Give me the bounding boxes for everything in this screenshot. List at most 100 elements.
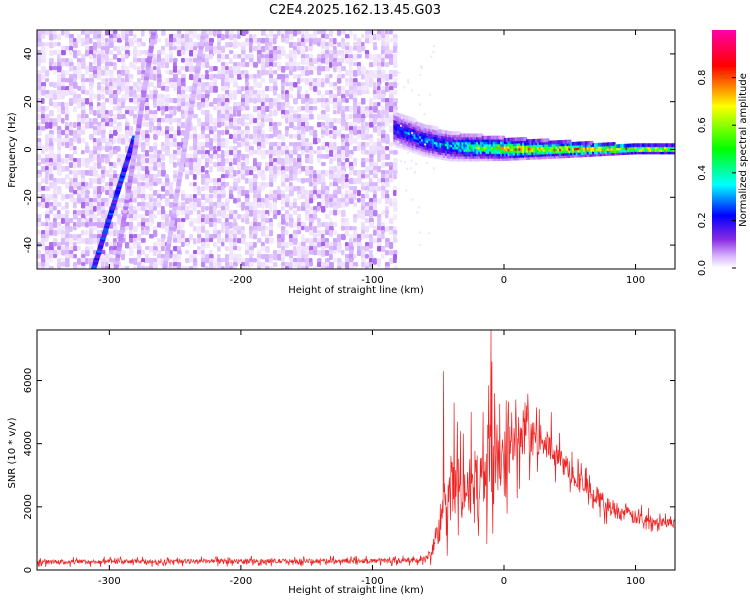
spectrogram-cell: [249, 222, 253, 227]
spectrogram-streak-cell: [140, 99, 146, 105]
spectrogram-cell: [201, 218, 205, 223]
spectrogram-cell: [133, 50, 138, 55]
spectrogram-cell: [185, 66, 189, 72]
spectrogram-cell: [61, 30, 65, 36]
spectrogram-cell: [381, 178, 386, 184]
spectrogram-cell: [141, 158, 146, 165]
spectrogram-cell: [61, 246, 66, 251]
spectrogram-cell: [65, 102, 69, 107]
spectrogram-cell: [419, 74, 422, 77]
spectrogram-cell: [237, 246, 242, 252]
spectrogram-cell: [305, 126, 309, 132]
spectrogram-cell: [297, 126, 301, 131]
spectrogram-cell: [149, 94, 154, 100]
spectrogram-cell: [221, 54, 226, 60]
spectrogram-cell: [209, 198, 214, 203]
spectrogram-cell: [101, 130, 106, 135]
spectrogram-cell: [377, 230, 381, 235]
spectrogram-cell: [125, 174, 129, 180]
spectrogram-streak-cell: [121, 215, 127, 221]
spectrogram-streak-cell: [150, 34, 156, 40]
spectrogram-cell: [385, 38, 389, 43]
spectrogram-cell: [313, 186, 317, 191]
spectrogram-cell: [349, 138, 353, 145]
spectrogram-cell: [81, 74, 85, 79]
spectrogram-cell: [393, 266, 398, 269]
spectrogram-cell: [173, 150, 178, 155]
spectrogram-cell: [361, 254, 366, 259]
spectrogram-cell: [245, 38, 250, 43]
spectrogram-cell: [161, 102, 165, 107]
spectrogram-cell: [333, 38, 337, 45]
spectrogram-cell: [81, 62, 86, 69]
spectrogram-cell: [161, 170, 166, 177]
spectrogram-cell: [285, 110, 290, 115]
spectrogram-cell: [77, 266, 82, 269]
spectrogram-cell: [117, 110, 122, 115]
spectrogram-cell: [89, 54, 93, 60]
spectrogram-cell: [89, 222, 94, 227]
spectrogram-cell: [109, 230, 113, 237]
spectrogram-cell: [161, 118, 166, 123]
spectrogram-cell: [407, 81, 410, 84]
spectrogram-cell: [133, 178, 138, 184]
spectrogram-cell: [193, 150, 198, 156]
spectrogram-cell: [389, 242, 394, 249]
spectrogram-cell: [353, 94, 358, 99]
spectrogram-cell: [285, 178, 290, 183]
spectrogram-cell: [361, 262, 365, 268]
spectrogram-cell: [229, 106, 233, 111]
spectrogram-cell: [325, 78, 330, 84]
spectrogram-cell: [369, 242, 373, 249]
spectrogram-cell: [73, 202, 77, 209]
spectrogram-cell: [133, 62, 137, 67]
spectrogram-cell: [169, 42, 173, 47]
spectrogram-cell: [117, 162, 122, 167]
spectrogram-cell: [213, 162, 218, 168]
spectrogram-cell: [229, 194, 234, 199]
spectrogram-cell: [197, 170, 202, 175]
spectrogram-cell: [297, 250, 302, 256]
spectrogram-cell: [173, 170, 178, 175]
spectrogram-streak-cell: [177, 174, 183, 180]
spectrogram-cell: [257, 126, 262, 132]
spectrogram-cell: [305, 214, 310, 221]
spectrogram-cell: [341, 222, 346, 227]
spectrogram-cell: [369, 222, 374, 229]
spectrogram-cell: [165, 70, 170, 75]
spectrogram-cell: [357, 46, 362, 53]
spectrogram-cell: [321, 222, 326, 227]
spectrogram-cell: [221, 194, 226, 199]
spectrogram-cell: [369, 34, 374, 39]
spectrogram-cell: [113, 66, 117, 71]
spectrogram-cell: [325, 146, 329, 153]
spectrogram-cell: [109, 190, 114, 195]
spectrogram-cell: [45, 138, 50, 143]
spectrogram-cell: [301, 38, 305, 43]
spectrogram-cell: [141, 222, 146, 227]
spectrogram-cell: [137, 58, 142, 63]
spectrogram-cell: [309, 110, 313, 116]
spectrogram-cell: [61, 110, 65, 115]
spectrogram-streak-cell: [176, 178, 182, 183]
spectrogram-cell: [265, 118, 270, 123]
spectrogram-cell: [273, 210, 278, 215]
spectrogram-cell: [265, 42, 269, 47]
spectrogram-cell: [281, 266, 285, 269]
spectrogram-cell: [181, 114, 185, 120]
spectrogram-cell: [213, 78, 218, 83]
spectrogram-cell: [65, 114, 69, 121]
spectrogram-cell: [137, 234, 142, 241]
spectrogram-cell: [225, 246, 229, 251]
spectrogram-cell: [273, 150, 277, 157]
spectrogram-cell: [385, 194, 390, 199]
spectrogram-cell: [253, 198, 258, 203]
spectrogram-cell: [253, 82, 257, 88]
spectrogram-cell: [381, 74, 386, 79]
spectrogram-cell: [265, 246, 270, 253]
spectrogram-cell: [245, 114, 250, 120]
spectrogram-cell: [129, 62, 134, 69]
spectrogram-cell: [73, 254, 78, 259]
spectrogram-cell: [289, 122, 294, 129]
spectrogram-cell: [153, 58, 158, 65]
